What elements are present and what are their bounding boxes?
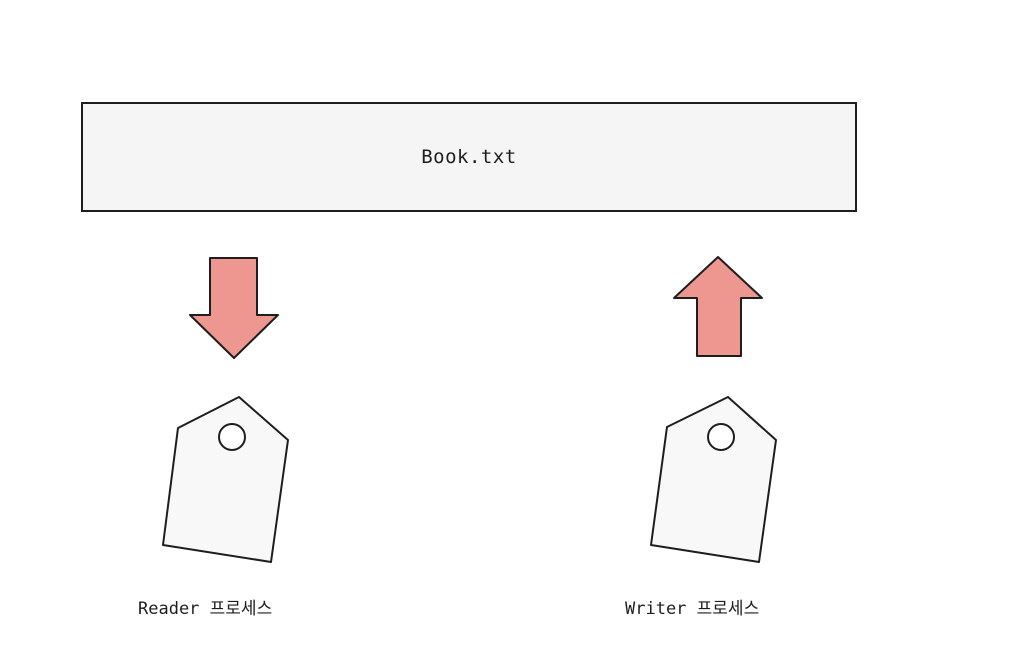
file-box: Book.txt [81, 102, 857, 212]
writer-tag-hole [707, 423, 735, 451]
writer-up-arrow-icon [673, 256, 763, 357]
reader-tag-icon [162, 396, 289, 563]
writer-tag-icon [650, 396, 777, 563]
reader-process-label: Reader 프로세스 [138, 599, 273, 619]
reader-down-arrow-icon [189, 257, 279, 359]
reader-tag-hole [218, 423, 246, 451]
writer-process-label: Writer 프로세스 [625, 599, 760, 619]
file-name: Book.txt [421, 146, 517, 168]
